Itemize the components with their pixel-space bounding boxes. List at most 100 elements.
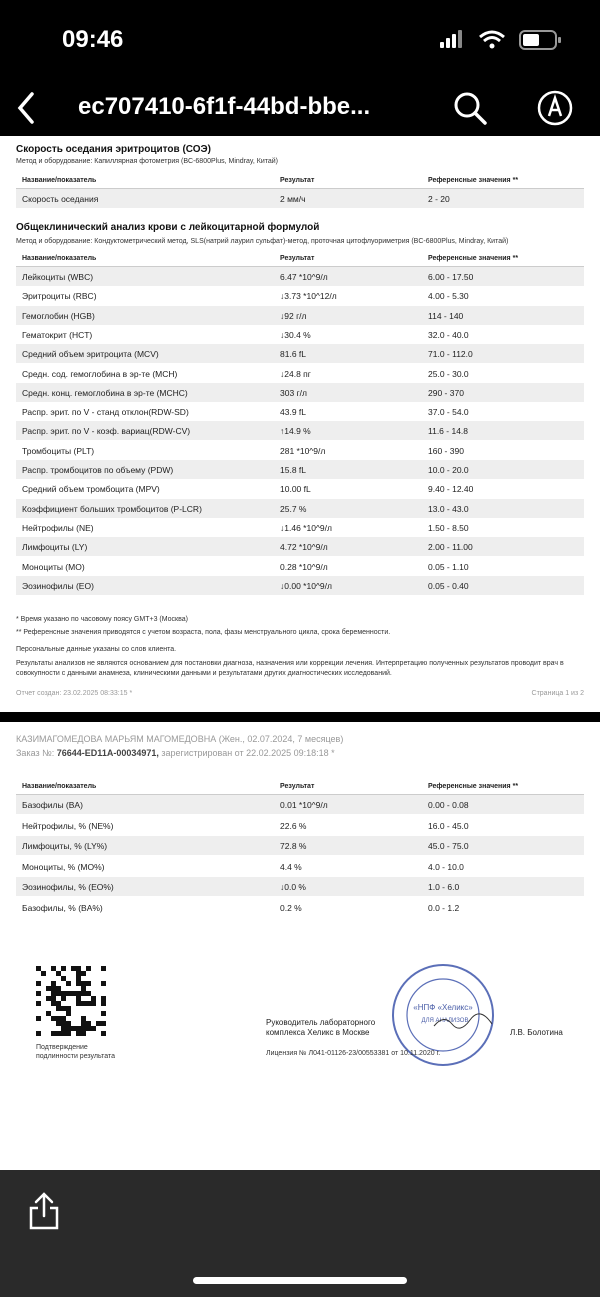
qr-cell xyxy=(66,981,71,986)
cell: 15.8 fL xyxy=(280,465,306,475)
table-row: Нейтрофилы, % (NE%) 22.6 % 16.0 - 45.0 xyxy=(16,816,584,835)
qr-cell xyxy=(41,971,46,976)
qr-cell xyxy=(51,981,56,986)
qr-cell xyxy=(66,1031,71,1036)
cell: 72.8 % xyxy=(280,841,307,851)
toolbar xyxy=(0,1170,600,1297)
qr-cell xyxy=(76,1001,81,1006)
cell: Коэффициент больших тромбоцитов (P-LCR) xyxy=(22,503,202,514)
note: ** Референсные значения приводятся с уче… xyxy=(16,629,391,636)
qr-cell xyxy=(46,1011,51,1016)
cell: Средний объем тромбоцита (MPV) xyxy=(22,484,160,495)
cell: 71.0 - 112.0 xyxy=(428,349,473,360)
qr-cell xyxy=(36,1001,41,1006)
home-indicator xyxy=(193,1277,407,1284)
page-number: Страница 1 из 2 xyxy=(531,690,584,697)
cell: 10.0 - 20.0 xyxy=(428,465,469,475)
qr-cell xyxy=(91,1001,96,1006)
qr-cell xyxy=(46,986,51,991)
note: Персональные данные указаны со слов клие… xyxy=(16,646,177,653)
table-header: Название/показатель Результат Референсные … xyxy=(16,174,584,189)
qr-cell xyxy=(76,971,81,976)
table-row: Распр. тромбоцитов по объему (PDW) 15.8 f… xyxy=(16,460,584,479)
header-cell: Название/показатель xyxy=(22,177,97,184)
qr-cell xyxy=(61,976,66,981)
cell: Тромбоциты (PLT) xyxy=(22,445,95,456)
cell: 6.47 *10^9/л xyxy=(280,272,328,282)
qr-cell xyxy=(96,1021,101,1026)
qr-cell xyxy=(91,996,96,1001)
qr-cell xyxy=(86,966,91,971)
qr-cell xyxy=(71,966,76,971)
share-button[interactable] xyxy=(26,1190,62,1232)
qr-cell xyxy=(51,991,56,996)
qr-caption: подлинности результата xyxy=(36,1053,115,1060)
signer-role: Руководитель лабораторного xyxy=(266,1018,376,1027)
cell: 0.05 - 0.40 xyxy=(428,580,469,591)
table-row: Средний объем тромбоцита (MPV) 10.00 fL 9.… xyxy=(16,479,584,498)
table-row: Базофилы (BA) 0.01 *10^9/л 0.00 - 0.08 xyxy=(16,795,584,814)
cell: 281 *10^9/л xyxy=(280,445,326,456)
method: Метод и оборудование: Капиллярная фотоме… xyxy=(16,158,279,165)
stamp: «НПФ «Хеликс» ДЛЯ АНАЛИЗОВ xyxy=(392,964,494,1066)
order-label: Заказ №: xyxy=(16,748,55,758)
qr-cell xyxy=(101,1021,106,1026)
qr-cell xyxy=(76,981,81,986)
cell: Моноциты (MO) xyxy=(22,561,85,572)
markup-button[interactable] xyxy=(535,88,575,128)
cell: 43.9 fL xyxy=(280,407,306,418)
page-1: Скорость оседания эритроцитов (СОЭ) Мето… xyxy=(0,136,600,712)
cell: 45.0 - 75.0 xyxy=(428,841,469,851)
cell: 290 - 370 xyxy=(428,387,464,398)
header-cell: Название/показатель xyxy=(22,783,97,790)
qr-cell xyxy=(101,981,106,986)
cell: 11.6 - 14.8 xyxy=(428,426,469,437)
cell: 32.0 - 40.0 xyxy=(428,329,469,340)
header-cell: Референсные значения ** xyxy=(428,255,519,262)
qr-cell xyxy=(36,1031,41,1036)
qr-cell xyxy=(61,966,66,971)
qr-cell xyxy=(76,991,81,996)
table-row: Скорость оседания 2 мм/ч 2 - 20 xyxy=(16,189,584,208)
qr-cell xyxy=(81,1016,86,1021)
cell: 114 - 140 xyxy=(428,310,464,321)
cell: Эозинофилы (EO) xyxy=(22,580,94,591)
qr-cell xyxy=(101,966,106,971)
qr-cell xyxy=(86,1021,91,1026)
qr-cell xyxy=(51,966,56,971)
cell: 16.0 - 45.0 xyxy=(428,820,469,831)
qr-caption: Подтверждение xyxy=(36,1044,88,1051)
qr-cell xyxy=(91,1026,96,1031)
qr-cell xyxy=(86,981,91,986)
stamp-text: ДЛЯ АНАЛИЗОВ xyxy=(422,1018,469,1024)
search-button[interactable] xyxy=(450,88,490,128)
qr-cell xyxy=(76,966,81,971)
qr-code xyxy=(36,966,106,1036)
qr-cell xyxy=(81,991,86,996)
created: Отчет создан: 23.02.2025 08:33:15 * xyxy=(16,690,133,697)
header-cell: Референсные значения ** xyxy=(428,177,519,184)
signer-name: Л.В. Болотина xyxy=(510,1028,563,1037)
qr-cell xyxy=(81,1001,86,1006)
cell: 9.40 - 12.40 xyxy=(428,484,474,495)
cell: 2 мм/ч xyxy=(280,194,306,204)
qr-cell xyxy=(86,1001,91,1006)
table-row: Гемоглобин (HGB) ↓92 г/л 114 - 140 xyxy=(16,305,584,325)
cell: 0.01 *10^9/л xyxy=(280,800,328,810)
cell: Распр. эрит. по V - станд отклон(RDW-SD) xyxy=(22,407,189,418)
table-header: Название/показатель Результат Референсные … xyxy=(16,780,584,795)
cell: 2 - 20 xyxy=(428,194,450,204)
qr-cell xyxy=(81,971,86,976)
cell: Гематокрит (HCT) xyxy=(22,329,93,340)
back-button[interactable] xyxy=(8,88,48,128)
qr-cell xyxy=(76,1031,81,1036)
table-row: Лимфоциты (LY) 4.72 *10^9/л 2.00 - 11.00 xyxy=(16,537,584,557)
cell: Моноциты, % (MO%) xyxy=(22,861,105,872)
cell: 4.72 *10^9/л xyxy=(280,542,328,553)
qr-cell xyxy=(86,1026,91,1031)
cell: 0.28 *10^9/л xyxy=(280,561,328,572)
cell: 0.00 - 0.08 xyxy=(428,800,469,810)
cell: ↓1.46 *10^9/л xyxy=(280,522,332,533)
qr-cell xyxy=(71,1026,76,1031)
cell: 0.05 - 1.10 xyxy=(428,561,469,572)
